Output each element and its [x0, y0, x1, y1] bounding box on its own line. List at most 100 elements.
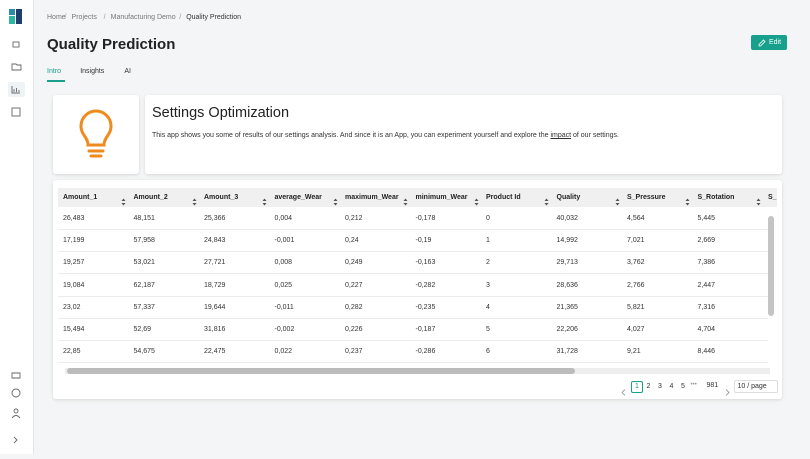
sidebar-icons	[8, 9, 25, 444]
sort-icon[interactable]	[756, 193, 761, 211]
page-number[interactable]: 5	[681, 383, 685, 390]
table-cell: 4	[486, 303, 490, 311]
column-header[interactable]: Amount_1	[63, 194, 98, 201]
logo	[16, 9, 22, 24]
table-cell: 5,445	[697, 215, 716, 222]
table-cell: -0,011	[274, 303, 294, 311]
column-header[interactable]: S_	[768, 194, 777, 201]
table-cell: -0,002	[274, 326, 295, 333]
tab-underline	[47, 80, 66, 82]
logo	[9, 16, 15, 24]
page-arrow[interactable]	[621, 383, 626, 401]
sort-icon[interactable]	[615, 193, 620, 211]
breadcrumb-item[interactable]: Projects	[71, 14, 97, 21]
sort-icon[interactable]	[121, 193, 126, 211]
table-cell: 2,447	[697, 281, 716, 289]
table-cell: 2,766	[627, 281, 645, 289]
table-cell: 0,237	[345, 348, 363, 356]
card-title: Settings Optimization	[152, 105, 290, 121]
nav-icon[interactable]	[11, 86, 20, 94]
page-arrow[interactable]	[725, 383, 730, 401]
table-cell: 27,721	[204, 259, 226, 267]
page-number[interactable]: 981	[706, 382, 719, 389]
table-cell: -0,19	[415, 237, 432, 245]
tab[interactable]: Intro	[47, 68, 62, 75]
nav-icon[interactable]	[11, 388, 21, 398]
sort-icon[interactable]	[685, 193, 690, 211]
table-cell: 0,008	[274, 259, 293, 267]
table-cell: 0,004	[274, 215, 293, 222]
table-cell: 18,729	[204, 281, 226, 289]
column-header[interactable]: maximum_Wear	[345, 194, 399, 201]
table-cell: -0,286	[415, 348, 436, 356]
table-cell: 17,199	[63, 237, 85, 245]
nav-icon[interactable]	[11, 372, 21, 379]
page-number[interactable]: 3	[658, 383, 662, 390]
column-header[interactable]: S_Rotation	[697, 194, 735, 201]
nav-icon[interactable]	[11, 415, 21, 419]
nav-icon[interactable]	[13, 408, 19, 414]
sort-icon[interactable]	[333, 193, 338, 211]
table-cell: 22,475	[204, 348, 226, 356]
column-header[interactable]: Product Id	[486, 194, 521, 201]
card-paragraph: This app shows you some of results of ou…	[152, 132, 619, 139]
nav-icon[interactable]	[11, 107, 21, 117]
page-ellipsis: •••	[690, 382, 697, 388]
row-divider	[58, 317, 768, 319]
sort-icon[interactable]	[544, 193, 549, 211]
edit-icon	[758, 39, 766, 47]
table-cell: 5,821	[627, 303, 645, 311]
edit-button[interactable]: Edit	[751, 35, 787, 50]
table-header	[58, 188, 777, 207]
breadcrumb-item[interactable]: Manufacturing Demo	[110, 14, 176, 21]
table-cell: 9,21	[627, 348, 641, 356]
sort-icon[interactable]	[192, 193, 197, 211]
table-cell: 4,027	[627, 326, 645, 333]
table-cell: -0,001	[274, 237, 295, 245]
page-size[interactable]: 10 / page	[733, 380, 778, 393]
h-scrollbar[interactable]	[67, 368, 575, 374]
page-title: Quality Prediction	[47, 36, 176, 53]
tab[interactable]: AI	[124, 68, 131, 75]
table-cell: 0,226	[345, 326, 363, 333]
table-cell: 23,02	[63, 303, 81, 311]
sort-icon[interactable]	[262, 193, 267, 211]
nav-icon[interactable]	[11, 63, 22, 71]
column-header[interactable]: Amount_3	[204, 194, 239, 201]
table-cell: 0,249	[345, 259, 363, 267]
column-header[interactable]: average_Wear	[274, 194, 322, 201]
row-divider	[58, 251, 768, 253]
column-header[interactable]: S_Pressure	[627, 194, 666, 201]
table-cell: 4,704	[697, 326, 716, 333]
page-number[interactable]: 1	[631, 381, 643, 393]
table-cell: 25,366	[204, 215, 226, 222]
page-number[interactable]: 2	[646, 383, 651, 390]
tab[interactable]: Insights	[80, 68, 105, 75]
breadcrumb-item[interactable]: Home	[47, 14, 66, 21]
table-cell: 1	[486, 237, 490, 245]
table-cell: 0,282	[345, 303, 363, 311]
icon-card	[53, 95, 139, 174]
nav-icon[interactable]	[12, 41, 20, 48]
table-cell: 2,669	[697, 237, 716, 245]
link[interactable]: impact	[550, 132, 572, 139]
page-number[interactable]: 4	[669, 383, 674, 390]
table-cell: 26,483	[63, 215, 85, 222]
sort-icon[interactable]	[474, 193, 479, 211]
column-header[interactable]: minimum_Wear	[415, 194, 468, 201]
v-scrollbar[interactable]	[768, 216, 774, 316]
table-cell: 57,337	[133, 303, 155, 311]
row-divider	[58, 340, 768, 341]
column-header[interactable]: Amount_2	[133, 194, 168, 201]
table-cell: 8,446	[697, 348, 716, 356]
table-cell: 5	[486, 326, 490, 333]
breadcrumb-separator: /	[103, 14, 106, 21]
table-cell: 3	[486, 281, 490, 289]
table-cell: 2	[486, 259, 490, 267]
row-divider	[58, 295, 768, 297]
sort-icon[interactable]	[403, 193, 408, 211]
collapse-toggle[interactable]	[13, 436, 18, 444]
column-header[interactable]: Quality	[556, 194, 581, 201]
table-cell: 19,257	[63, 259, 85, 267]
